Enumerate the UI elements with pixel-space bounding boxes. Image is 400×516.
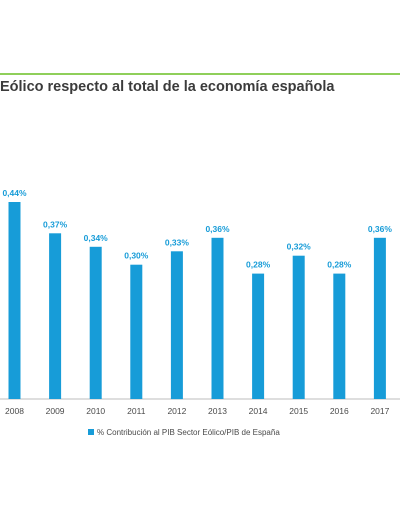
bar-2016 bbox=[333, 273, 346, 399]
x-tick-2012: 2012 bbox=[167, 406, 186, 416]
data-label-2010: 0,34% bbox=[84, 233, 109, 243]
bar-2013 bbox=[211, 237, 224, 399]
header-accent-line bbox=[0, 73, 400, 75]
x-tick-2013: 2013 bbox=[208, 406, 227, 416]
x-tick-2014: 2014 bbox=[249, 406, 268, 416]
data-label-2017: 0,36% bbox=[368, 224, 393, 234]
x-tick-2010: 2010 bbox=[86, 406, 105, 416]
bar-2015 bbox=[292, 255, 305, 399]
data-label-2012: 0,33% bbox=[165, 237, 190, 247]
legend-swatch bbox=[88, 429, 94, 435]
data-label-2015: 0,32% bbox=[287, 242, 312, 252]
x-tick-2016: 2016 bbox=[330, 406, 349, 416]
x-tick-2011: 2011 bbox=[127, 406, 146, 416]
x-tick-2017: 2017 bbox=[370, 406, 389, 416]
data-label-2013: 0,36% bbox=[205, 224, 230, 234]
bar-2012 bbox=[170, 251, 183, 400]
bar-2009 bbox=[49, 233, 62, 399]
data-label-2016: 0,28% bbox=[327, 260, 352, 270]
bar-2017 bbox=[373, 237, 386, 399]
chart-title: Eólico respecto al total de la economía … bbox=[0, 79, 335, 95]
bar-2008 bbox=[8, 202, 21, 399]
data-label-2014: 0,28% bbox=[246, 260, 271, 270]
bar-2011 bbox=[130, 264, 143, 399]
legend: % Contribución al PIB Sector Eólico/PIB … bbox=[88, 428, 280, 437]
legend-label: % Contribución al PIB Sector Eólico/PIB … bbox=[97, 428, 280, 437]
bar-2014 bbox=[252, 273, 265, 399]
x-tick-2009: 2009 bbox=[46, 406, 65, 416]
x-tick-2015: 2015 bbox=[289, 406, 308, 416]
bar-2010 bbox=[89, 246, 102, 399]
data-label-2009: 0,37% bbox=[43, 219, 68, 229]
x-tick-2008: 2008 bbox=[5, 406, 24, 416]
data-label-2008: 0,44% bbox=[2, 188, 27, 198]
data-label-2011: 0,30% bbox=[124, 251, 149, 261]
